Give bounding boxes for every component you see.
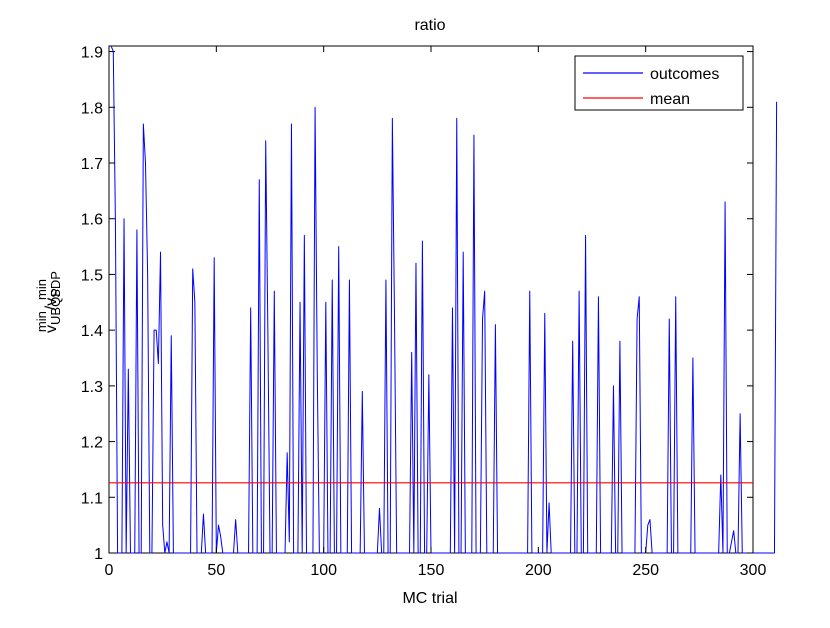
y-tick-label: 1.6	[81, 212, 103, 229]
legend-label-mean: mean	[650, 91, 690, 108]
x-tick-label: 150	[418, 562, 445, 579]
y-label-slash: /	[43, 305, 60, 310]
y-tick-label: 1.1	[81, 490, 103, 507]
x-tick-label: 0	[105, 562, 114, 579]
y-label-sup-2: min	[34, 279, 49, 300]
y-tick-label: 1.8	[81, 100, 103, 117]
plot-area: 0 50 100 150 200 250 300 1 1.1 1.2 1.3 1.4 1.5 1.6 1.7…	[81, 45, 778, 579]
y-tick-label: 1	[94, 546, 103, 563]
y-tick-label: 1.3	[81, 379, 103, 396]
y-label-sub-1: UBQP	[48, 288, 63, 325]
y-axis-label: vUBQPmin/vSDPmin	[34, 271, 63, 333]
y-label-base-2: v	[43, 298, 60, 306]
y-tick-label: 1.2	[81, 435, 103, 452]
x-tick-label: 250	[632, 562, 659, 579]
y-tick-label: 1.7	[81, 156, 103, 173]
chart-title: ratio	[414, 17, 445, 34]
legend-box	[574, 55, 744, 111]
x-tick-label: 300	[740, 562, 767, 579]
axes-box	[108, 45, 754, 554]
y-tick-label: 1.4	[81, 323, 103, 340]
series-layer	[109, 45, 778, 554]
y-label-sup-1: min	[34, 311, 49, 332]
series-line-outcomes	[110, 45, 778, 554]
y-tick-label: 1.5	[81, 267, 103, 284]
legend-label-outcomes: outcomes	[650, 66, 719, 83]
tick-layer: 0 50 100 150 200 250 300 1 1.1 1.2 1.3 1.4 1.5 1.6 1.7…	[81, 45, 767, 579]
x-axis-label: MC trial	[402, 590, 457, 607]
legend: outcomes mean	[574, 55, 744, 111]
x-tick-label: 50	[207, 562, 225, 579]
y-tick-label: 1.9	[81, 45, 103, 62]
y-label-base-1: v	[43, 325, 60, 333]
x-tick-label: 100	[310, 562, 337, 579]
x-tick-label: 200	[525, 562, 552, 579]
y-label-sub-2: SDP	[48, 271, 63, 298]
